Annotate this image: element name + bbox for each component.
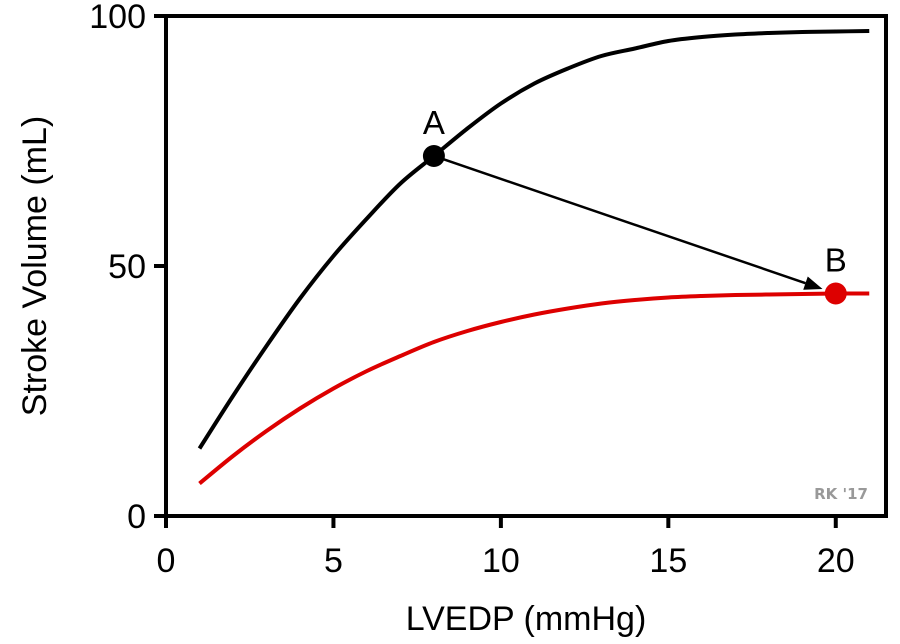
- plot-frame: [164, 14, 888, 518]
- arrow-head: [803, 276, 823, 290]
- point-b-marker: [824, 282, 847, 305]
- series-line-red: [198, 291, 870, 486]
- x-tick-label-0: 0: [157, 542, 176, 580]
- x-axis-title: LVEDP (mmHg): [406, 600, 647, 638]
- credit-label: RK '17: [814, 485, 868, 503]
- x-tick-label-5: 5: [324, 542, 343, 580]
- x-tick-label-10: 10: [482, 542, 520, 580]
- y-axis-title: Stroke Volume (mL): [16, 116, 54, 416]
- x-tick-label-15: 15: [649, 542, 687, 580]
- series-line-black: [197, 29, 870, 450]
- y-tick-label-50: 50: [108, 248, 146, 286]
- point-a-label: A: [423, 104, 445, 141]
- arrow-a-to-b: [442, 158, 806, 285]
- axes-layer: 0 5 10 15 20 0 50 100: [89, 0, 854, 580]
- point-a-marker: [422, 145, 445, 167]
- y-tick-label-100: 100: [89, 0, 146, 36]
- x-tick-label-20: 20: [817, 542, 855, 580]
- curves-layer: [197, 29, 870, 486]
- point-b-label: B: [825, 242, 847, 279]
- markers-layer: AB: [423, 104, 847, 305]
- y-tick-label-0: 0: [127, 498, 146, 536]
